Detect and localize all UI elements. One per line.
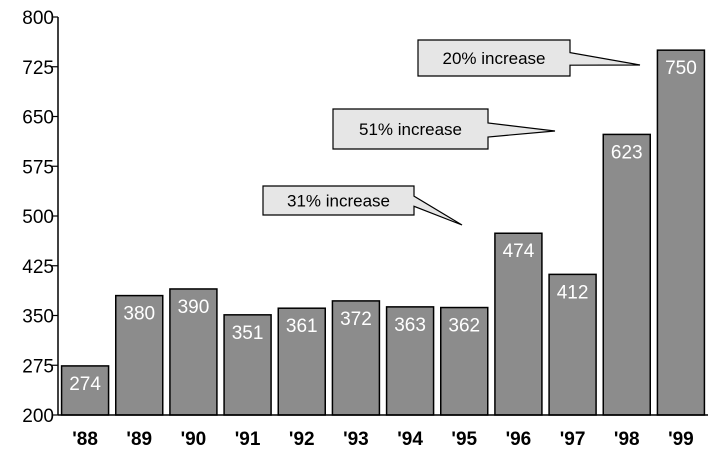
callout-label-1: 51% increase: [359, 120, 462, 139]
x-tick-label-2: '90: [181, 429, 207, 450]
y-axis: 200 275 350 425 500 575 650 725 800: [22, 8, 59, 427]
callout-1: [332, 108, 556, 150]
data-label-1: 380: [123, 304, 155, 325]
callout-label-2: 20% increase: [442, 49, 545, 68]
x-tick-label-4: '92: [289, 429, 315, 450]
data-label-7: 362: [448, 316, 480, 337]
x-tick-label-8: '96: [506, 429, 532, 450]
callouts: 31% increase 51% increase 20% increase: [262, 39, 641, 226]
bars: 274 380 390 351 361 372 363 362 474 412 623 750: [60, 49, 706, 416]
y-tick-label-5: 575: [22, 157, 54, 178]
x-tick-label-10: '98: [614, 429, 640, 450]
y-tick-label-6: 650: [22, 108, 54, 129]
y-tick-label-0: 200: [22, 406, 54, 427]
callout-2: [417, 39, 641, 77]
bar-11: [656, 49, 706, 416]
callout-label-0: 31% increase: [287, 192, 390, 211]
x-tick-label-1: '89: [126, 429, 152, 450]
bar-6: [385, 306, 435, 416]
bar-4: [277, 307, 326, 416]
y-tick-label-7: 725: [22, 58, 54, 79]
y-tick-label-2: 350: [22, 307, 54, 328]
y-tick-label-3: 425: [22, 257, 54, 278]
bar-2: [169, 288, 218, 416]
data-label-5: 372: [340, 309, 372, 330]
data-label-3: 351: [232, 323, 264, 344]
x-tick-label-3: '91: [235, 429, 261, 450]
data-label-10: 623: [611, 142, 643, 163]
data-label-11: 750: [665, 58, 697, 79]
y-tick-label-8: 800: [22, 8, 54, 29]
data-label-6: 363: [394, 315, 426, 336]
x-axis: '88 '89 '90 '91 '92 '93 '94 '95 '96 '97 '98 '99: [58, 414, 708, 450]
bar-9: [548, 273, 597, 416]
data-label-4: 361: [286, 316, 318, 337]
bar-1: [115, 294, 164, 416]
x-tick-label-0: '88: [72, 429, 98, 450]
y-tick-label-1: 275: [22, 356, 54, 377]
data-label-9: 412: [557, 282, 589, 303]
data-label-0: 274: [69, 374, 101, 395]
x-tick-label-6: '94: [397, 429, 423, 450]
x-tick-label-9: '97: [560, 429, 586, 450]
bar-10: [602, 133, 651, 416]
y-tick-label-4: 500: [22, 207, 54, 228]
data-label-8: 474: [503, 241, 535, 262]
bar-5: [331, 300, 381, 416]
callout-0: [262, 185, 463, 226]
data-label-2: 390: [178, 297, 210, 318]
bar-7: [440, 306, 489, 416]
x-tick-label-7: '95: [451, 429, 477, 450]
x-tick-label-11: '99: [668, 429, 694, 450]
x-tick-label-5: '93: [343, 429, 369, 450]
